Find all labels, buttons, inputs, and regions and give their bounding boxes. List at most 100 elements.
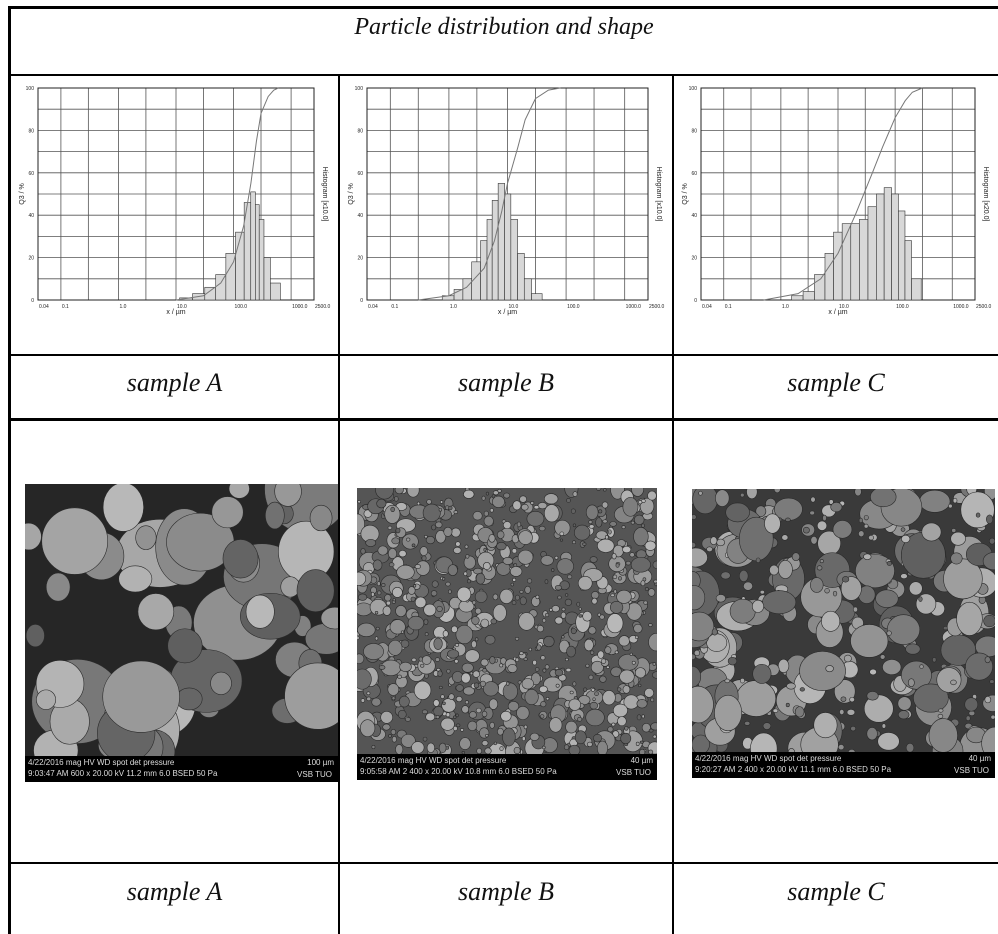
sem-particle xyxy=(648,749,654,754)
x-tick-label: 10.0 xyxy=(839,304,849,310)
sem-particle xyxy=(456,586,472,602)
sem-particles-a xyxy=(25,484,338,756)
sem-particle xyxy=(585,708,605,727)
sem-particle xyxy=(441,577,446,581)
x-tick-label: 1.0 xyxy=(782,304,789,310)
sem-particle xyxy=(614,650,619,655)
sem-particle xyxy=(568,698,582,711)
sem-particle xyxy=(729,598,756,624)
sem-particle xyxy=(565,720,578,734)
sem-particle xyxy=(210,671,232,695)
sem-particle xyxy=(725,502,750,523)
sem-particle xyxy=(913,683,949,713)
histogram-bar xyxy=(215,274,227,301)
sem-particle xyxy=(421,709,428,715)
sem-particle xyxy=(561,607,566,612)
sem-particle xyxy=(727,656,738,666)
y2-axis-label: Histogram [x20.0] xyxy=(982,167,989,222)
x-tick-label: 1000.0 xyxy=(626,304,642,310)
scale-label: 100 µm xyxy=(307,758,334,767)
sem-particle xyxy=(540,555,554,566)
sem-particle xyxy=(595,530,608,540)
sem-particle xyxy=(374,611,379,615)
sem-particle xyxy=(391,696,396,701)
sem-particle xyxy=(633,527,649,547)
sem-particle xyxy=(502,682,518,701)
sem-particle xyxy=(919,489,951,513)
sem-particle xyxy=(443,526,453,537)
sem-particle xyxy=(984,696,992,704)
sem-particle xyxy=(461,662,474,673)
sem-particle xyxy=(618,635,630,647)
sem-particle xyxy=(544,579,549,585)
sem-particle xyxy=(431,580,439,588)
sem-particle xyxy=(574,730,587,745)
sem-particle xyxy=(416,501,421,506)
sem-particle xyxy=(644,587,649,591)
sem-particle xyxy=(950,531,966,546)
sem-particle xyxy=(411,741,425,754)
sem-particle xyxy=(359,719,376,737)
sem-particle xyxy=(473,682,480,689)
sem-particle xyxy=(463,555,476,570)
histogram-bar xyxy=(270,282,281,301)
sem-particle xyxy=(652,560,657,570)
chart-sample-a: 0 20 40 60 80 100 0.04 0.1 1.0 10.0 100.0 1000.0 250… xyxy=(19,86,331,316)
sem-particle xyxy=(572,681,577,687)
sem-particle xyxy=(453,510,459,514)
sem-particle xyxy=(554,669,564,677)
sem-particle xyxy=(588,674,594,681)
sem-particle xyxy=(380,711,393,724)
sem-particle xyxy=(583,638,594,652)
sem-particle xyxy=(631,660,636,665)
sem-particle xyxy=(446,669,451,674)
caption-sample-c-2: sample C xyxy=(787,877,885,906)
sem-particle xyxy=(357,500,361,504)
sem-particle xyxy=(475,572,486,585)
sem-particle xyxy=(589,556,598,563)
sem-particle xyxy=(613,589,617,594)
sem-particle xyxy=(392,587,403,598)
sem-particle xyxy=(643,600,648,605)
caption-sample-b: sample B xyxy=(457,368,555,397)
sem-particle xyxy=(591,597,598,605)
sem-particle xyxy=(638,500,643,505)
sem-particle xyxy=(407,586,416,595)
sem-particle xyxy=(863,514,869,521)
y-tick-label: 20 xyxy=(28,256,34,262)
sem-particle xyxy=(400,630,405,634)
sem-particle xyxy=(492,593,499,601)
sem-particle xyxy=(981,726,995,752)
sem-particle xyxy=(455,684,464,692)
sem-particle xyxy=(692,685,714,724)
sem-particle xyxy=(493,741,497,746)
sem-particle xyxy=(413,680,432,700)
sem-particle xyxy=(620,732,632,745)
x-axis-label: x / µm xyxy=(828,309,847,316)
sem-particle xyxy=(634,514,645,525)
sem-particle xyxy=(810,496,816,503)
sem-particle xyxy=(735,680,777,717)
sem-particle xyxy=(577,575,593,591)
sem-particle xyxy=(589,701,599,710)
sem-particle xyxy=(738,569,749,583)
x-axis-label: x / µm xyxy=(166,309,185,316)
sem-particle xyxy=(588,524,595,529)
sem-particle xyxy=(320,606,338,630)
sem-particle xyxy=(489,656,496,665)
sem-particle xyxy=(919,664,924,669)
sem-particle xyxy=(536,644,542,651)
sem-particle xyxy=(398,550,407,558)
sem-particle xyxy=(918,596,923,602)
sem-particle xyxy=(850,624,889,658)
sem-particle xyxy=(309,504,333,532)
brand-label: VSB TUO xyxy=(954,766,989,775)
sem-particle xyxy=(372,559,383,571)
sem-particle xyxy=(542,668,547,673)
sem-particle xyxy=(740,492,745,498)
sem-particle xyxy=(886,630,892,636)
sem-particle xyxy=(653,579,657,584)
sem-particle xyxy=(544,504,560,523)
sem-particle xyxy=(641,714,645,719)
sem-image-sample-c: 4/22/2016 mag HV WD spot det pressure 9:… xyxy=(692,489,995,778)
